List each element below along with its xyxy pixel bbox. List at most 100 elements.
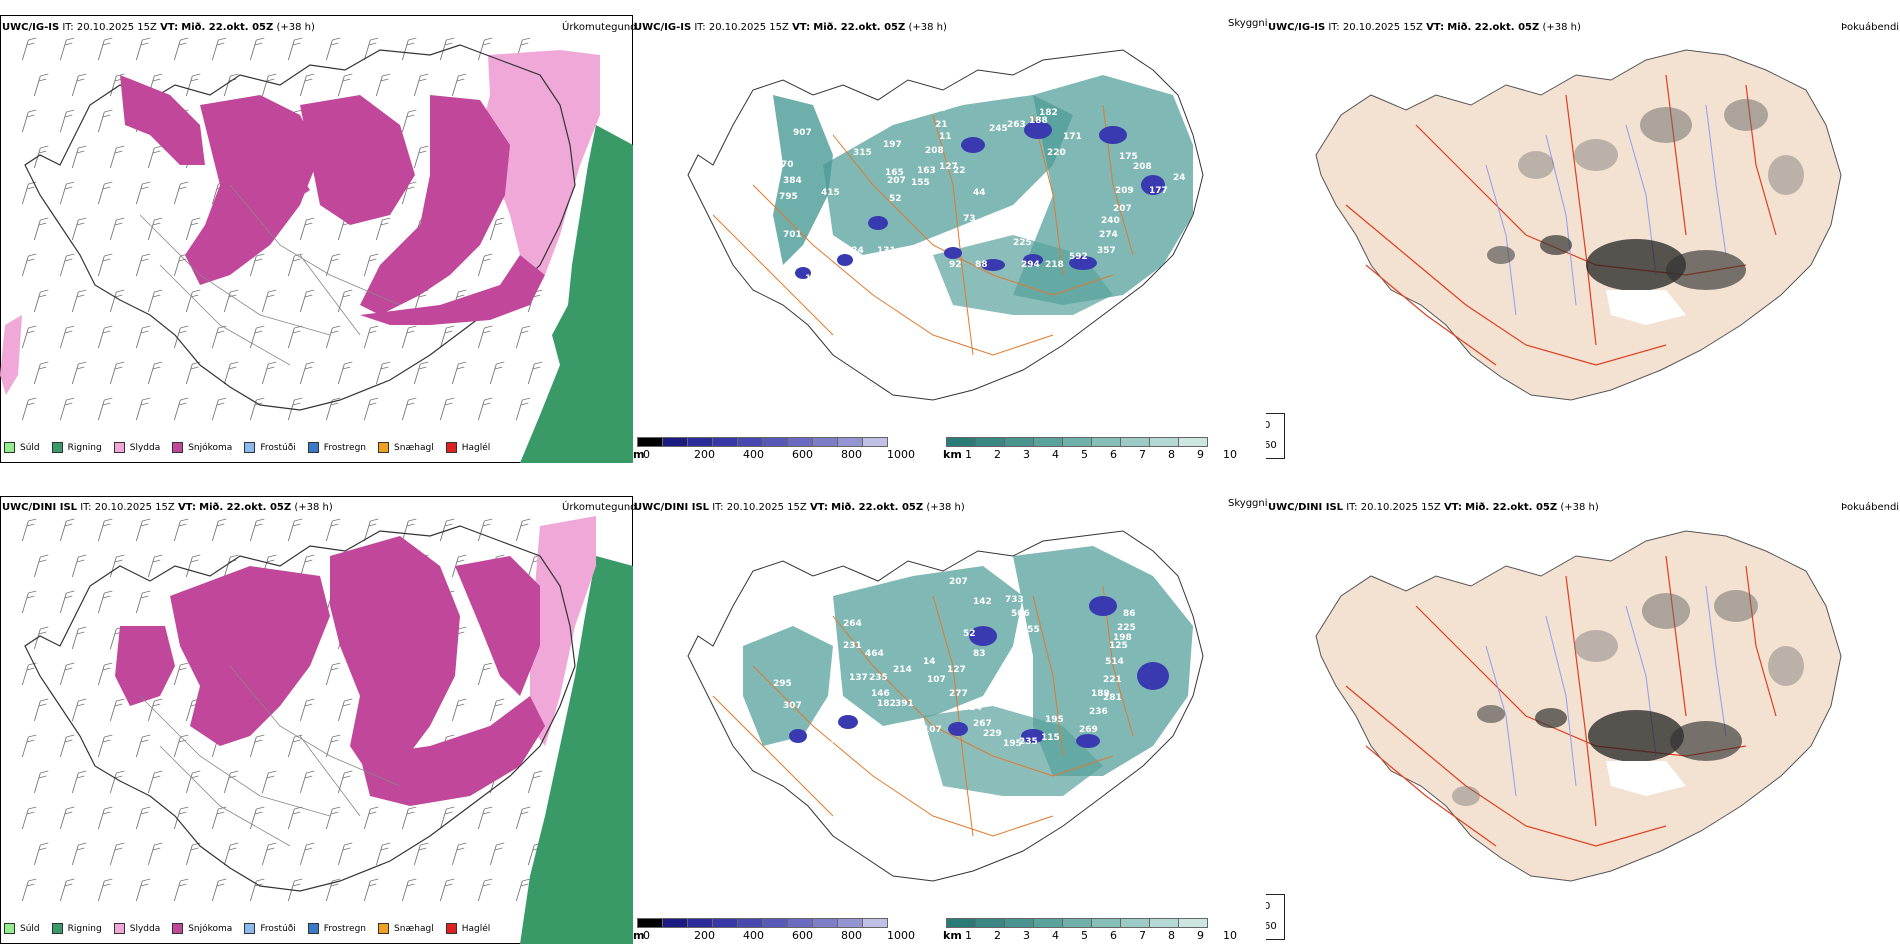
wind-barb — [261, 361, 277, 385]
precip-map-row1 — [0, 37, 633, 463]
wind-barb — [21, 662, 37, 686]
wind-barb — [59, 253, 75, 277]
wind-barb — [71, 73, 87, 97]
cloud-title-row1: Skyggni — [1228, 18, 1268, 29]
wind-barb — [21, 518, 37, 542]
header-cloud-row2: UWC/DINI ISL IT: 20.10.2025 15Z VT: Mið.… — [634, 502, 965, 513]
m-scale-seg — [637, 437, 663, 447]
wind-barb — [211, 37, 227, 61]
wind-barb — [21, 181, 37, 205]
wind-barb — [21, 878, 37, 902]
wind-barb — [325, 37, 341, 61]
cloud-base-value: 146 — [871, 689, 890, 699]
wind-barb — [59, 734, 75, 758]
m-scale-seg — [813, 437, 838, 447]
wind-barb — [287, 325, 303, 349]
wind-barb — [59, 397, 75, 421]
legend-item-snaehagl: Snæhagl — [378, 442, 434, 453]
wind-barb — [109, 698, 125, 722]
cloud-base-value: 171 — [1063, 132, 1082, 142]
wind-barb — [375, 217, 391, 241]
wind-barb — [97, 253, 113, 277]
wind-barb — [261, 289, 277, 313]
cloud-base-value: 755 — [1021, 625, 1040, 635]
snow-area-5 — [360, 255, 545, 325]
wind-barb — [109, 217, 125, 241]
snow-area-2 — [170, 566, 330, 746]
wind-barb — [287, 734, 303, 758]
wind-barb — [299, 73, 315, 97]
wind-barb — [97, 590, 113, 614]
wind-barb — [59, 806, 75, 830]
wind-barb — [71, 842, 87, 866]
legend-item-haglel: Haglél — [445, 442, 490, 453]
cloud-base-value: 220 — [1047, 148, 1066, 158]
wind-barb — [173, 397, 189, 421]
wind-barb — [451, 554, 467, 578]
cloud-base-value: 77 — [829, 737, 842, 747]
wind-barb — [185, 73, 201, 97]
wind-barb — [363, 518, 379, 542]
cloud-teal-2 — [833, 566, 1023, 726]
m-scale-seg — [688, 437, 713, 447]
iceland-land — [1315, 530, 1842, 882]
precip-title-row2: Úrkomutegund — [562, 502, 637, 513]
wind-barb — [135, 878, 151, 902]
wind-barb — [337, 698, 353, 722]
km-scale-bar — [946, 918, 1208, 928]
ceiling-legend: 0 60 — [1266, 413, 1285, 459]
fog-panel-row1: 0 60 — [1266, 15, 1900, 463]
wind-barb — [515, 806, 531, 830]
cloud-base-value: 125 — [1109, 641, 1128, 651]
roads-red — [1345, 555, 1777, 847]
wind-barb — [21, 253, 37, 277]
wind-barb — [451, 73, 467, 97]
precip-panel-row1: Súld Rigning Slydda Snjókoma Frostúði Fr… — [0, 15, 633, 463]
m-scale-seg — [863, 437, 888, 447]
wind-barb — [147, 554, 163, 578]
snow-area-3 — [330, 536, 460, 776]
wind-barb — [71, 289, 87, 313]
legend-item-frostregn: Frostregn — [307, 442, 366, 453]
cloud-base-value: 225 — [1117, 623, 1136, 633]
wind-barb — [299, 698, 315, 722]
wind-barb — [489, 698, 505, 722]
cloud-base-value: 315 — [853, 148, 872, 158]
header-precip-row2: UWC/DINI ISL IT: 20.10.2025 15Z VT: Mið.… — [2, 502, 333, 513]
wind-barb — [325, 253, 341, 277]
wind-barb — [515, 325, 531, 349]
roads-orange — [712, 585, 1134, 837]
wind-barb — [97, 518, 113, 542]
cloud-base-value: 307 — [783, 701, 802, 711]
rain-area — [520, 125, 633, 463]
cloud-base-value: 218 — [1045, 260, 1064, 270]
cloud-base-value: 73 — [963, 214, 976, 224]
wind-barb — [337, 73, 353, 97]
wind-barb — [401, 325, 417, 349]
wind-barb — [173, 878, 189, 902]
wind-barb — [299, 361, 315, 385]
wind-barb — [135, 325, 151, 349]
wind-barb — [223, 289, 239, 313]
cloud-base-value: 81 — [817, 262, 830, 272]
cloud-base-value: 107 — [923, 725, 942, 735]
wind-barb — [59, 37, 75, 61]
wind-barb — [173, 181, 189, 205]
cloud-base-value: 229 — [983, 729, 1002, 739]
fog-panel-row2: 0 60 — [1266, 496, 1900, 944]
cloud-base-value: 103 — [805, 274, 824, 284]
wind-barb — [299, 842, 315, 866]
wind-barb — [109, 554, 125, 578]
cloud-base-value: 124 — [845, 246, 864, 256]
wind-barb — [33, 770, 49, 794]
cloud-base-value: 208 — [1133, 162, 1152, 172]
wind-barb — [33, 698, 49, 722]
wind-barb — [249, 325, 265, 349]
wind-barb — [363, 397, 379, 421]
wind-barb — [59, 590, 75, 614]
wind-barb — [147, 770, 163, 794]
cloud-teal-2 — [823, 95, 1073, 255]
wind-barb — [413, 842, 429, 866]
cloud-base-value: 207 — [1113, 204, 1132, 214]
